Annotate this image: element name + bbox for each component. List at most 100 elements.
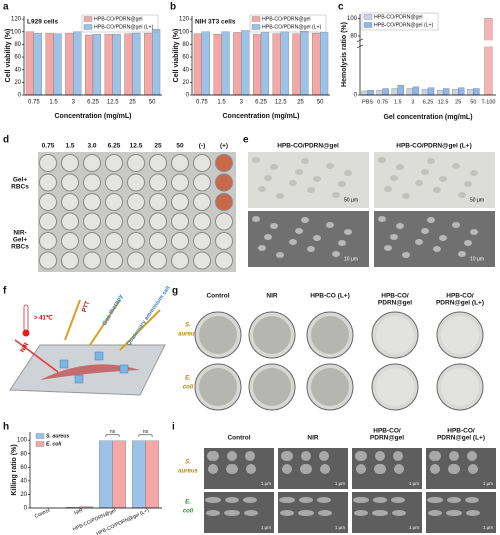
bar <box>367 89 374 96</box>
well <box>215 154 233 172</box>
panel-label: e <box>243 135 249 146</box>
scale-bar-label: 10 μm <box>470 256 484 262</box>
well <box>215 232 233 250</box>
bar <box>391 88 398 96</box>
legend-box <box>81 14 159 33</box>
legend-swatch <box>83 24 93 30</box>
bacterium <box>373 497 387 503</box>
cell-shape <box>402 193 410 199</box>
cell-shape <box>313 235 321 241</box>
well <box>127 154 145 172</box>
well <box>193 232 211 250</box>
sem-row-label: coli <box>183 509 194 515</box>
cell-shape <box>390 234 398 240</box>
bar <box>33 32 42 96</box>
panel-label: b <box>170 2 176 13</box>
colony-area <box>253 368 291 406</box>
bar <box>221 31 230 96</box>
y-tick-label: 80 <box>350 34 357 40</box>
scale-bar-label: 1 μm <box>483 481 493 486</box>
bacterium <box>226 510 240 516</box>
dish-column-label: Control <box>206 293 229 300</box>
x-tick-label: 50 <box>317 100 324 106</box>
dish-column-label: PDRN@gel (L+) <box>436 300 484 307</box>
y-tick-label: 100 <box>179 29 190 35</box>
panel-label: a <box>3 2 9 13</box>
cell-shape <box>338 181 346 187</box>
cell-shape <box>464 240 472 246</box>
bar <box>260 32 270 96</box>
ptt-label: PTT <box>82 300 92 313</box>
well <box>215 251 233 270</box>
bar <box>412 86 420 96</box>
cell-shape <box>439 176 447 182</box>
x-tick-label: 0.75 <box>28 100 40 106</box>
bar <box>144 32 153 96</box>
well <box>105 154 123 172</box>
well <box>61 251 79 270</box>
thermometer <box>23 304 29 332</box>
scale-bar-label: 1 μm <box>409 525 419 530</box>
cell-shape <box>415 180 423 186</box>
well <box>105 232 123 250</box>
image-column-label: HPB-CO/PDRN@gel <box>277 143 339 150</box>
axis-break <box>357 40 496 47</box>
sem-column-label: Control <box>227 435 250 442</box>
bacterium <box>207 497 221 503</box>
well <box>83 154 101 172</box>
y-axis-label: Killing ratio (%) <box>11 444 18 495</box>
bacterium <box>447 497 461 503</box>
x-axis-label: Concentration (mg/mL) <box>223 113 300 120</box>
bacterium <box>225 497 239 503</box>
well <box>61 193 79 211</box>
well <box>105 212 123 231</box>
well <box>149 232 167 250</box>
y-tick-label: 0 <box>186 93 190 99</box>
bar <box>104 34 113 96</box>
bar <box>397 85 404 96</box>
colony-area <box>199 368 237 406</box>
cell-shape <box>390 175 398 181</box>
well <box>83 173 101 192</box>
well <box>39 212 57 231</box>
thermometer-bulb <box>22 329 30 337</box>
arrow <box>119 309 161 351</box>
bar <box>112 34 121 96</box>
x-tick-label: 3 <box>240 100 244 106</box>
legend-box <box>249 14 327 33</box>
bar <box>406 88 414 96</box>
bacterium <box>375 451 385 461</box>
legend-swatch <box>83 16 93 22</box>
significance-bracket <box>105 434 120 437</box>
dish-row-label: S. <box>185 323 191 329</box>
well <box>171 173 189 192</box>
bar <box>458 87 465 96</box>
legend-label: HPB-CO/PDRN@gel (L+) <box>374 22 434 28</box>
bar <box>53 33 62 96</box>
x-axis-label: Gel concentration (mg/mL) <box>383 114 472 121</box>
cell-shape <box>458 251 466 257</box>
legend-swatch <box>363 22 373 28</box>
cell-shape <box>415 239 423 245</box>
well-column-label: 50 <box>176 143 184 150</box>
colony-area <box>376 368 414 406</box>
y-tick-label: 0 <box>18 93 22 99</box>
bacterium <box>449 451 459 461</box>
y-tick-label: 100 <box>17 438 28 444</box>
x-tick-label: 12.5 <box>275 100 287 106</box>
cell-shape <box>270 164 278 170</box>
chart-title: L929 cells <box>27 19 58 26</box>
well <box>171 232 189 250</box>
x-tick-label: Control <box>34 508 51 520</box>
bar <box>151 29 161 96</box>
x-tick-label: 1.5 <box>394 99 402 105</box>
colony-area <box>376 316 414 354</box>
legend-label: E. coli <box>46 441 62 447</box>
cell-shape <box>378 157 386 163</box>
legend-label: HPB-CO/PDRN@gel <box>94 16 143 22</box>
well <box>215 173 233 192</box>
bar <box>45 32 54 96</box>
well-column-label: (-) <box>199 143 206 150</box>
well-column-label: 0.75 <box>42 143 55 150</box>
dish-row-label: E. <box>185 376 191 382</box>
